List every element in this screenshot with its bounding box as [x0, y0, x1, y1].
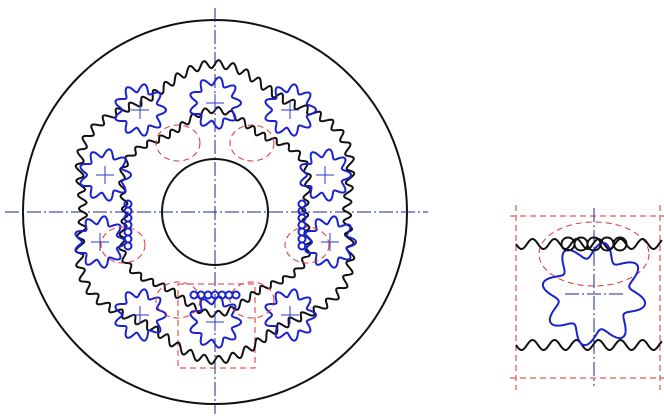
mesh-zone: [538, 221, 650, 287]
planet-gear-detail: [541, 241, 647, 347]
roller: [297, 220, 307, 230]
planet-gear: [299, 148, 353, 202]
mesh-zone: [155, 281, 201, 319]
detail-frame: [177, 283, 256, 369]
mesh-zone: [284, 226, 330, 264]
roller: [123, 241, 133, 251]
roller: [196, 290, 206, 300]
roller: [297, 241, 307, 251]
ring-tooth-line: [515, 339, 663, 351]
planet-gear: [114, 83, 168, 137]
roller: [297, 199, 307, 209]
roller: [123, 227, 133, 237]
planet-gear: [79, 148, 133, 202]
roller: [224, 290, 234, 300]
roller: [203, 290, 213, 300]
roller: [612, 236, 628, 252]
mesh-zone: [100, 226, 146, 264]
planet-gear: [304, 215, 358, 269]
roller: [189, 290, 199, 300]
mesh-zone: [155, 124, 201, 162]
planet-gear: [114, 288, 168, 342]
mesh-zone: [229, 281, 275, 319]
planet-gear: [264, 288, 318, 342]
planet-gear: [74, 215, 128, 269]
roller: [231, 290, 241, 300]
planet-gear: [264, 83, 318, 137]
planet-gear: [189, 76, 243, 130]
roller: [297, 234, 307, 244]
mesh-zone: [229, 124, 275, 162]
ring-gear-outer: [74, 59, 356, 365]
